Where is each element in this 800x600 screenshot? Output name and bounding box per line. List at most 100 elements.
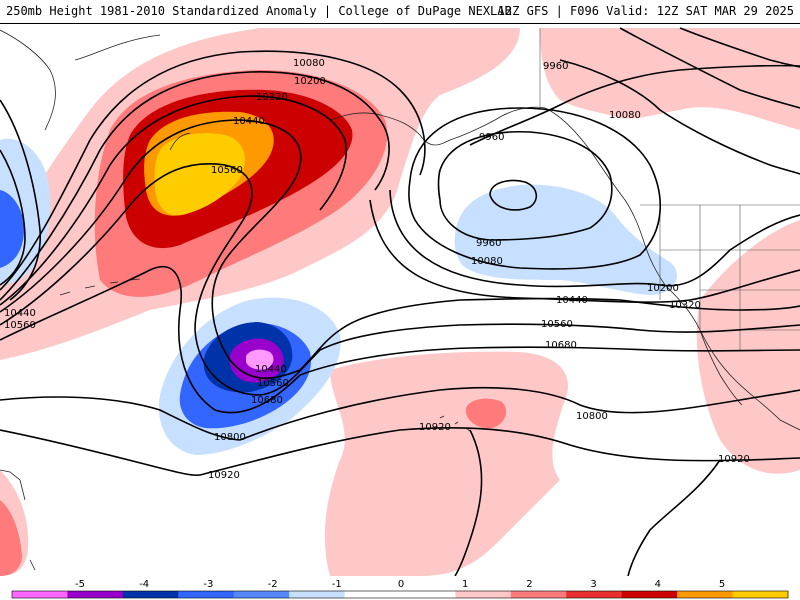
label-10200-east: 10200 (647, 283, 679, 294)
coastlines (0, 29, 800, 571)
contour-10320-ridge (0, 95, 347, 306)
label-10920-mid: 10920 (419, 422, 451, 433)
anomaly-pos5 (154, 133, 245, 216)
label-10200-top: 10200 (294, 76, 326, 87)
legend-swatch-11 (621, 591, 678, 598)
label-10080-ne: 10080 (609, 110, 641, 121)
legend-outline (11, 590, 789, 599)
legend-tick-label: -3 (203, 579, 213, 590)
legend-swatch-8 (455, 591, 512, 598)
label-10800-cutoff: 10800 (214, 432, 246, 443)
label-9960-low: 9960 (476, 238, 501, 249)
contour-10680-east (299, 346, 800, 376)
contour-9960 (437, 130, 613, 241)
contour-asia-west-2 (0, 149, 26, 286)
header-bar: 250mb Height 1981-2010 Standardized Anom… (0, 0, 800, 24)
label-10560-west: 10560 (4, 320, 36, 331)
legend-swatch-4 (233, 591, 290, 598)
legend-tick-label: -2 (268, 579, 278, 590)
contour-10920-sw (0, 429, 201, 476)
anomaly-neg5 (246, 349, 274, 370)
model-run-label: 12Z GFS | F096 Valid: 12Z SAT MAR 29 202… (497, 4, 794, 18)
baja-coast (699, 329, 743, 406)
legend-swatch-1 (67, 591, 124, 598)
legend-swatch-7 (400, 591, 456, 598)
contour-10080-low (408, 107, 662, 270)
legend-tick-labels: -5 -4 -3 -2 -1 0 1 2 3 4 5 (75, 579, 725, 590)
legend-swatch-12 (677, 591, 734, 598)
label-10680-cutoff: 10680 (251, 395, 283, 406)
map-title: 250mb Height 1981-2010 Standardized Anom… (6, 4, 512, 18)
contour-10440-east (339, 297, 800, 331)
legend-tick-label: 3 (590, 579, 596, 590)
label-10560-mid: 10560 (541, 319, 573, 330)
contour-10560-ridge (0, 163, 321, 396)
legend-tick-label: 4 (655, 579, 661, 590)
legend-swatch-13 (732, 591, 789, 598)
anomaly-pos2-island (465, 398, 507, 429)
label-10320-top: 10320 (256, 92, 288, 103)
label-10440-west: 10440 (4, 308, 36, 319)
contour-10800-sw (0, 396, 241, 441)
label-10680-mid: 10680 (545, 340, 577, 351)
label-10320-east: 10320 (669, 300, 701, 311)
legend-swatch-0 (12, 591, 68, 598)
legend-swatch-3 (178, 591, 235, 598)
contour-10200 (389, 189, 800, 288)
height-contours (0, 27, 800, 576)
label-10920-east: 10920 (718, 454, 750, 465)
aleutian-chain (59, 278, 141, 296)
contour-labels: 10080 10200 10320 10440 10560 9960 10080… (4, 58, 750, 481)
label-9960-gulf: 9960 (479, 132, 504, 143)
legend-swatch-2 (122, 591, 179, 598)
legend-swatch-5 (289, 591, 346, 598)
legend-tick-label: -4 (139, 579, 149, 590)
label-10920-sw: 10920 (208, 470, 240, 481)
na-west-coast (544, 107, 800, 431)
label-10440-mid: 10440 (556, 295, 588, 306)
anomaly-pos1-se (696, 220, 800, 474)
legend-tick-label: -5 (75, 579, 85, 590)
anomaly-pos1-ne (540, 28, 800, 130)
color-scale-legend: -5 -4 -3 -2 -1 0 1 2 3 4 5 (0, 576, 800, 600)
positive-anomaly-fill (0, 28, 800, 576)
contour-10080-ne (559, 59, 800, 175)
legend-tick-label: 2 (526, 579, 532, 590)
contour-10440-ridge (0, 119, 341, 379)
legend-tick-label: 0 (398, 579, 404, 590)
contour-10920-south-tail (454, 429, 483, 576)
legend-swatch-9 (510, 591, 567, 598)
contour-10800-east (239, 386, 800, 441)
contour-9960-low (489, 179, 538, 211)
label-10080-low: 10080 (471, 256, 503, 267)
contour-10320 (369, 199, 800, 303)
contour-10920-se-tail (627, 459, 721, 576)
anomaly-pos1-south (324, 351, 568, 576)
contour-asia-west (0, 99, 41, 301)
contour-ne-upper-2 (679, 27, 800, 68)
label-10560-cutoff: 10560 (257, 378, 289, 389)
legend-color-bar (11, 590, 789, 599)
contour-10080-ridge (0, 50, 426, 291)
label-10800-east: 10800 (576, 411, 608, 422)
legend-swatch-10 (566, 591, 623, 598)
legend-tick-label: -1 (332, 579, 342, 590)
contour-10200-ridge (0, 71, 390, 301)
label-10440-top: 10440 (233, 116, 265, 127)
contour-ne-upper (619, 27, 800, 109)
anomaly-map[interactable]: 10080 10200 10320 10440 10560 9960 10080… (0, 24, 800, 576)
label-10440-cutoff: 10440 (255, 364, 287, 375)
anomaly-pos2-sw (0, 500, 22, 576)
contour-10920-east (199, 427, 800, 476)
legend-tick-label: 5 (719, 579, 725, 590)
label-10560-top: 10560 (211, 165, 243, 176)
label-9960-ne: 9960 (543, 61, 568, 72)
legend-swatch-6 (344, 591, 401, 598)
contour-10560-east (319, 323, 800, 351)
contour-10680-ridge (0, 265, 301, 414)
anomaly-neg2-west (0, 190, 25, 268)
asia-coast (0, 29, 56, 571)
label-10080-top: 10080 (293, 58, 325, 69)
contour-9960-gulf (469, 64, 800, 146)
legend-tick-label: 1 (462, 579, 468, 590)
